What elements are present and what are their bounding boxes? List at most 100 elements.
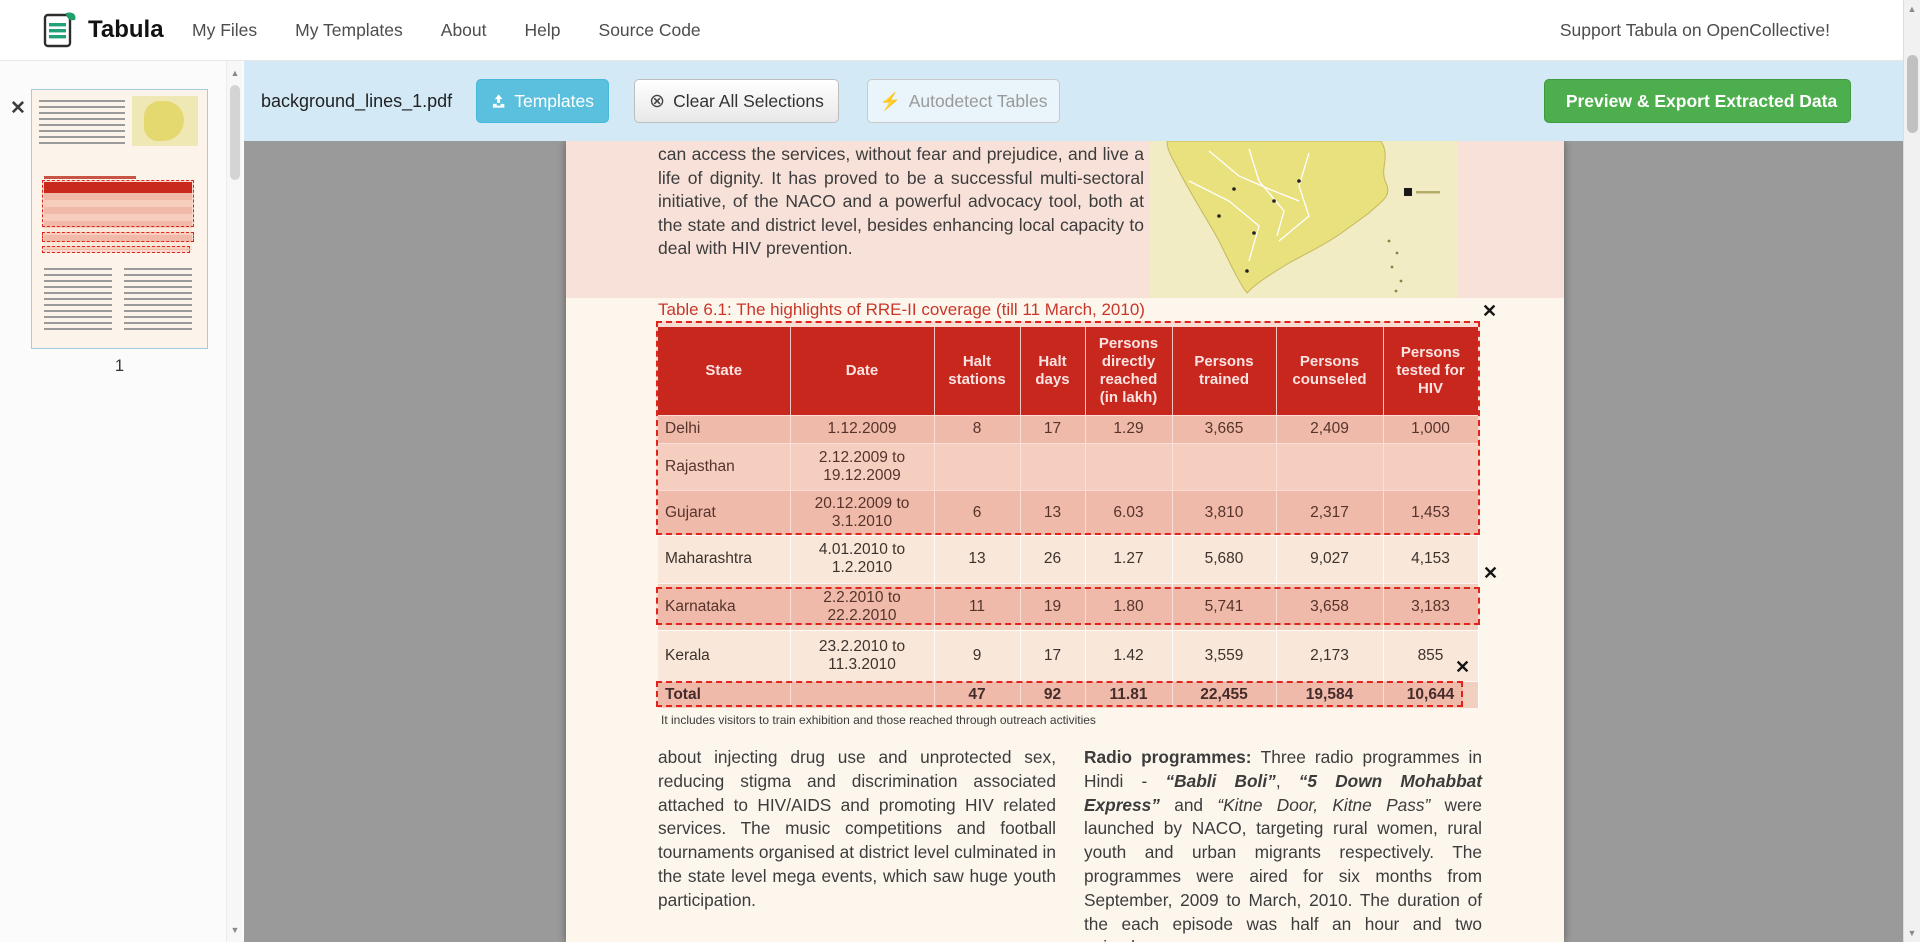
table-header-cell: Halt stations (934, 327, 1021, 415)
table-cell: 1.12.2009 (790, 414, 935, 443)
table-row: Delhi 1.12.2009 8 17 1.29 3,665 2,409 1,000 (658, 414, 1479, 443)
table-cell: Maharashtra (658, 534, 791, 583)
table-cell: 2.2.2010 to 22.2.2010 (790, 582, 935, 630)
table-cell: 17 (1020, 414, 1086, 443)
tabula-logo-icon (43, 12, 76, 48)
sidebar-scrollbar[interactable]: ▲ ▼ (226, 61, 242, 942)
table-row: Total 47 92 11.81 22,455 19,584 10,644 (658, 680, 1479, 708)
table-cell: 855 (1383, 629, 1479, 681)
right-column-text: Three radio programmes in Hindi - (1084, 747, 1483, 791)
table-cell: 23.2.2010 to 11.3.2010 (790, 629, 935, 681)
table-cell: Kerala (658, 629, 791, 681)
table-cell: 20.12.2009 to 3.1.2010 (790, 489, 935, 535)
data-table: State Date Halt stations Halt days Persons d… (658, 327, 1479, 708)
table-cell: 1.29 (1085, 414, 1173, 443)
table-cell: 11 (934, 582, 1021, 630)
brand[interactable]: Tabula (40, 11, 164, 49)
templates-icon (492, 94, 505, 108)
table-cell: 5,741 (1172, 582, 1277, 630)
thumbnail-right-column (124, 268, 192, 332)
right-text-column: Radio programmes: Three radio programmes… (1084, 746, 1482, 942)
table-cell (934, 442, 1021, 490)
table-cell: Rajasthan (658, 442, 791, 490)
thumbnail-map-image (132, 96, 198, 146)
intro-paragraph: can access the services, without fear an… (658, 144, 1144, 258)
autodetect-tables-button[interactable]: ⚡ Autodetect Tables (867, 79, 1060, 123)
table-header-cell: Persons tested for HIV (1383, 327, 1479, 415)
table-cell: 3,559 (1172, 629, 1277, 681)
scroll-down-icon[interactable]: ▼ (1907, 928, 1917, 938)
table-cell: 5,680 (1172, 534, 1277, 583)
table-selection[interactable] (656, 587, 1480, 625)
table-cell: 13 (934, 534, 1021, 583)
india-map-panel (1149, 141, 1458, 298)
preview-export-button[interactable]: Preview & Export Extracted Data (1544, 79, 1851, 123)
table-row: Rajasthan 2.12.2009 to 19.12.2009 (658, 442, 1479, 490)
nav-item-about[interactable]: About (440, 20, 487, 40)
thumbnail-table-rows (44, 193, 192, 250)
pdf-table-body: Delhi 1.12.2009 8 17 1.29 3,665 2,409 1,000 Raja… (658, 414, 1479, 708)
table-cell: Delhi (658, 414, 791, 443)
table-cell: 3,658 (1276, 582, 1384, 630)
table-cell: 3,810 (1172, 489, 1277, 535)
scroll-up-icon[interactable]: ▲ (230, 68, 240, 78)
window-scrollbar-thumb[interactable] (1907, 55, 1918, 133)
page-thumbnail[interactable] (31, 89, 208, 349)
table-cell: 2,317 (1276, 489, 1384, 535)
table-cell: 6.03 (1085, 489, 1173, 535)
table-header-cell: State (658, 327, 791, 415)
sidebar-scrollbar-thumb[interactable] (230, 85, 240, 180)
nav-item-source-code[interactable]: Source Code (598, 20, 701, 40)
table-selection[interactable] (656, 321, 1480, 535)
remove-page-button[interactable]: ✕ (10, 98, 26, 119)
nav-item-help[interactable]: Help (524, 20, 561, 40)
table-cell: 19 (1020, 582, 1086, 630)
table-cell: 13 (1020, 489, 1086, 535)
table-cell (790, 680, 935, 708)
selection-close-button[interactable]: ✕ (1455, 657, 1471, 677)
window-scrollbar[interactable]: ▲ ▼ (1903, 0, 1920, 942)
table-selection[interactable] (656, 681, 1463, 707)
templates-button[interactable]: Templates (476, 79, 609, 123)
scroll-down-icon[interactable]: ▼ (230, 925, 240, 935)
nav-links: My Files My Templates About Help Source … (192, 0, 701, 61)
table-cell (1085, 442, 1173, 490)
filename-label: background_lines_1.pdf (261, 90, 453, 111)
table-header-cell: Date (790, 327, 935, 415)
table-cell (1276, 442, 1384, 490)
support-opencollective-link[interactable]: Support Tabula on OpenCollective! (1559, 20, 1830, 40)
clear-all-selections-button[interactable]: ⊗ Clear All Selections (634, 79, 839, 123)
table-cell: 19,584 (1276, 680, 1384, 708)
table-cell: 6 (934, 489, 1021, 535)
selection-close-button[interactable]: ✕ (1483, 563, 1499, 583)
table-row: Maharashtra 4.01.2010 to 1.2.2010 13 26 1.27… (658, 534, 1479, 583)
table-cell: Karnataka (658, 582, 791, 630)
brand-title: Tabula (88, 16, 164, 43)
table-cell: 2,409 (1276, 414, 1384, 443)
scroll-up-icon[interactable]: ▲ (1907, 4, 1917, 14)
table-cell: Total (658, 680, 791, 708)
table-header-cell: Halt days (1020, 327, 1086, 415)
programme-name: “5 Down Mohabbat Express” (1084, 770, 1482, 815)
table-cell: 9,027 (1276, 534, 1384, 583)
table-header-cell: Persons counseled (1276, 327, 1384, 415)
clear-button-label: Clear All Selections (673, 90, 824, 111)
thumbnail-table-header (44, 182, 192, 193)
right-column-text: , (1275, 770, 1299, 791)
selection-close-button[interactable]: ✕ (1482, 301, 1498, 321)
autodetect-button-label: Autodetect Tables (908, 90, 1048, 111)
table-cell: 4.01.2010 to 1.2.2010 (790, 534, 935, 583)
thumbnail-left-column (44, 268, 112, 332)
pdf-page[interactable]: can access the services, without fear an… (566, 141, 1564, 942)
nav-item-my-templates[interactable]: My Templates (295, 20, 403, 40)
templates-button-label: Templates (514, 90, 594, 111)
table-cell: 1,000 (1383, 414, 1479, 443)
table-cell: 8 (934, 414, 1021, 443)
left-text-column: about injecting drug use and unprotected… (658, 747, 1056, 910)
circled-x-icon: ⊗ (649, 90, 666, 112)
nav-item-my-files[interactable]: My Files (192, 20, 258, 40)
table-header-cell: Persons directly reached (in lakh) (1085, 327, 1173, 415)
pdf-viewer: can access the services, without fear an… (244, 141, 1907, 942)
table-cell: 47 (934, 680, 1021, 708)
thumbnail-text-block (39, 100, 125, 148)
